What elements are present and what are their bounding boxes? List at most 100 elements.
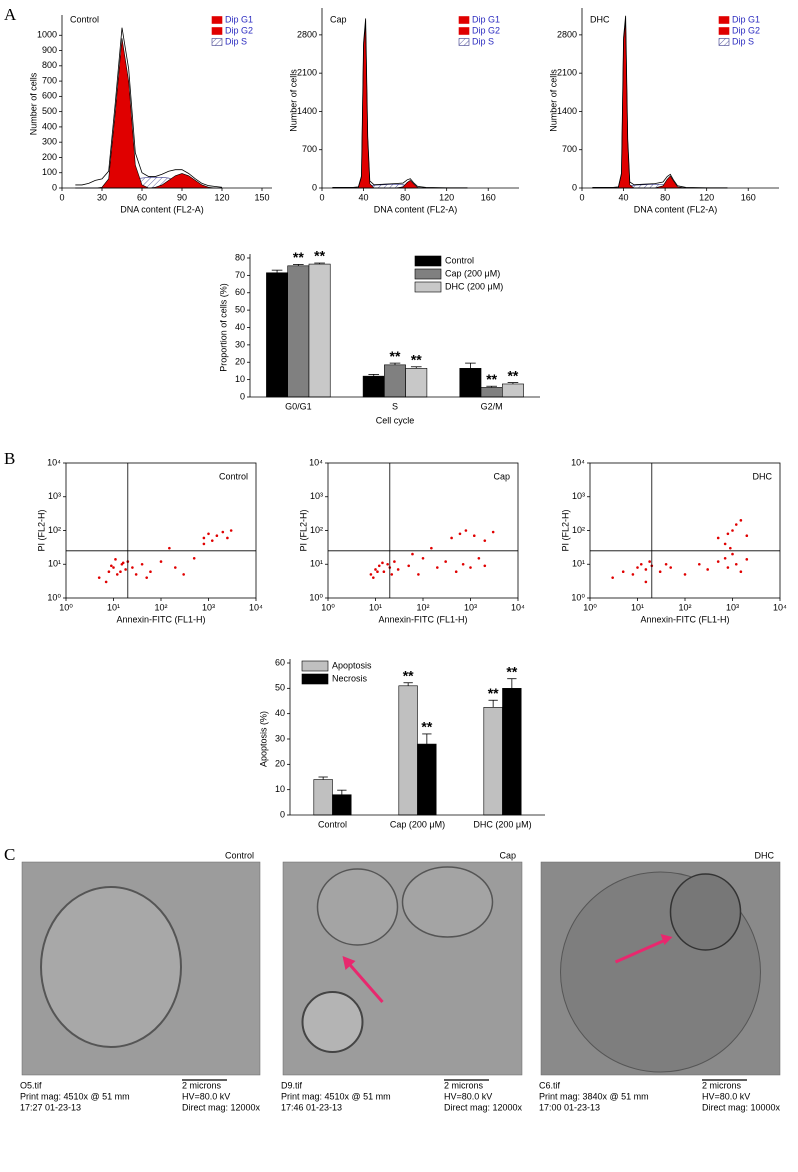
panel-label: B (4, 449, 15, 468)
vacuole (301, 991, 364, 1053)
event-dot (107, 570, 111, 574)
y-tick-label: 10¹ (310, 559, 323, 569)
event-dot (411, 552, 414, 556)
y-tick-label: 0 (280, 809, 285, 819)
y-tick-label: 0 (240, 391, 245, 401)
x-tick-label: 90 (177, 192, 187, 202)
x-tick-label: 10⁰ (59, 602, 73, 612)
x-tick-label: 160 (741, 192, 756, 202)
arrow (346, 961, 384, 1003)
x-tick-label: 160 (481, 192, 496, 202)
event-dot (221, 530, 225, 534)
event-dot (697, 562, 701, 566)
x-tick-label: 10² (678, 602, 691, 612)
event-dot (644, 568, 648, 571)
y-tick-label: 1400 (557, 106, 577, 116)
plot-title: Control (219, 471, 248, 481)
arrow-head (660, 934, 673, 945)
direct-mag: Direct mag: 10000x (702, 1102, 781, 1112)
x-tick-label: 10³ (464, 602, 477, 612)
event-dot (726, 566, 730, 569)
x-tick-label: 80 (400, 192, 410, 202)
event-dot (229, 529, 233, 532)
histogram-line (75, 27, 223, 188)
event-dot (372, 576, 375, 579)
print-mag: Print mag: 3840x @ 51 mm (539, 1091, 649, 1101)
event-dot (149, 570, 152, 574)
timestamp: 17:46 01-23-13 (281, 1102, 342, 1112)
direct-mag: Direct mag: 12000x (444, 1102, 523, 1112)
scale-label: 2 microns (444, 1080, 484, 1090)
event-dot (182, 573, 185, 576)
y-tick-label: 800 (42, 60, 57, 70)
y-tick-label: 30 (275, 733, 285, 743)
legend-swatch (718, 38, 730, 46)
x-tick-label: 10⁴ (511, 602, 525, 612)
y-tick-label: 10 (235, 374, 245, 384)
y-tick-label: 2800 (297, 29, 317, 39)
bar (287, 265, 310, 398)
significance: ** (390, 348, 401, 364)
event-dot (723, 557, 727, 560)
y-tick-label: 10 (275, 784, 285, 794)
y-tick-label: 10² (572, 525, 585, 535)
y-tick-label: 2100 (297, 68, 317, 78)
legend-label: Dip S (472, 36, 494, 46)
event-dot (731, 529, 734, 532)
y-tick-label: 20 (275, 759, 285, 769)
y-axis-title: Number of cells (288, 69, 298, 132)
y-tick-label: 40 (275, 708, 285, 718)
nucleus (669, 873, 742, 951)
x-axis-title: Annexin-FITC (FL1-H) (116, 614, 205, 624)
event-dot (716, 536, 720, 540)
bar (405, 368, 428, 398)
x-axis-title: Cell cycle (376, 415, 415, 425)
event-dot (145, 576, 149, 579)
x-tick-label: 10¹ (631, 602, 644, 612)
event-dot (114, 558, 117, 561)
event-dot (112, 566, 115, 569)
y-tick-label: 100 (42, 167, 57, 177)
x-tick-label: 0 (319, 192, 324, 202)
event-dot (124, 568, 127, 571)
x-tick-label: 30 (97, 192, 107, 202)
legend-label: Apoptosis (332, 660, 372, 670)
significance: ** (507, 367, 518, 383)
legend-swatch (458, 16, 470, 24)
histogram-fill (75, 38, 222, 189)
event-dot (734, 523, 738, 526)
y-tick-label: 2800 (557, 29, 577, 39)
y-tick-label: 20 (235, 357, 245, 367)
legend-label: Dip G2 (732, 25, 760, 35)
event-dot (382, 570, 386, 574)
event-dot (483, 539, 487, 542)
y-tick-label: 0 (52, 182, 57, 192)
legend-swatch (301, 660, 329, 672)
x-tick-label: 10⁰ (321, 602, 335, 612)
legend-label: Control (445, 255, 474, 265)
x-tick-label: G0/G1 (285, 401, 312, 411)
y-tick-label: 1000 (37, 30, 57, 40)
event-dot (435, 566, 439, 569)
x-axis-title: Annexin-FITC (FL1-H) (640, 614, 729, 624)
x-tick-label: 10³ (726, 602, 739, 612)
x-tick-label: 0 (59, 192, 64, 202)
event-dot (110, 564, 113, 568)
event-dot (491, 530, 495, 534)
bar (480, 387, 503, 398)
x-tick-label: 40 (619, 192, 629, 202)
x-tick-label: 40 (359, 192, 369, 202)
event-dot (611, 576, 614, 579)
event-dot (469, 566, 472, 569)
x-tick-label: DHC (200 μM) (473, 819, 531, 829)
y-axis-title: PI (FL2-H) (36, 509, 46, 551)
bar (313, 779, 333, 816)
legend-swatch (301, 673, 329, 685)
hv: HV=80.0 kV (182, 1091, 230, 1101)
legend-label: Dip G2 (472, 25, 500, 35)
event-dot (202, 536, 206, 540)
print-mag: Print mag: 4510x @ 51 mm (20, 1091, 130, 1101)
bar (332, 794, 352, 816)
scale-label: 2 microns (702, 1080, 742, 1090)
x-tick-label: 10⁰ (583, 602, 597, 612)
